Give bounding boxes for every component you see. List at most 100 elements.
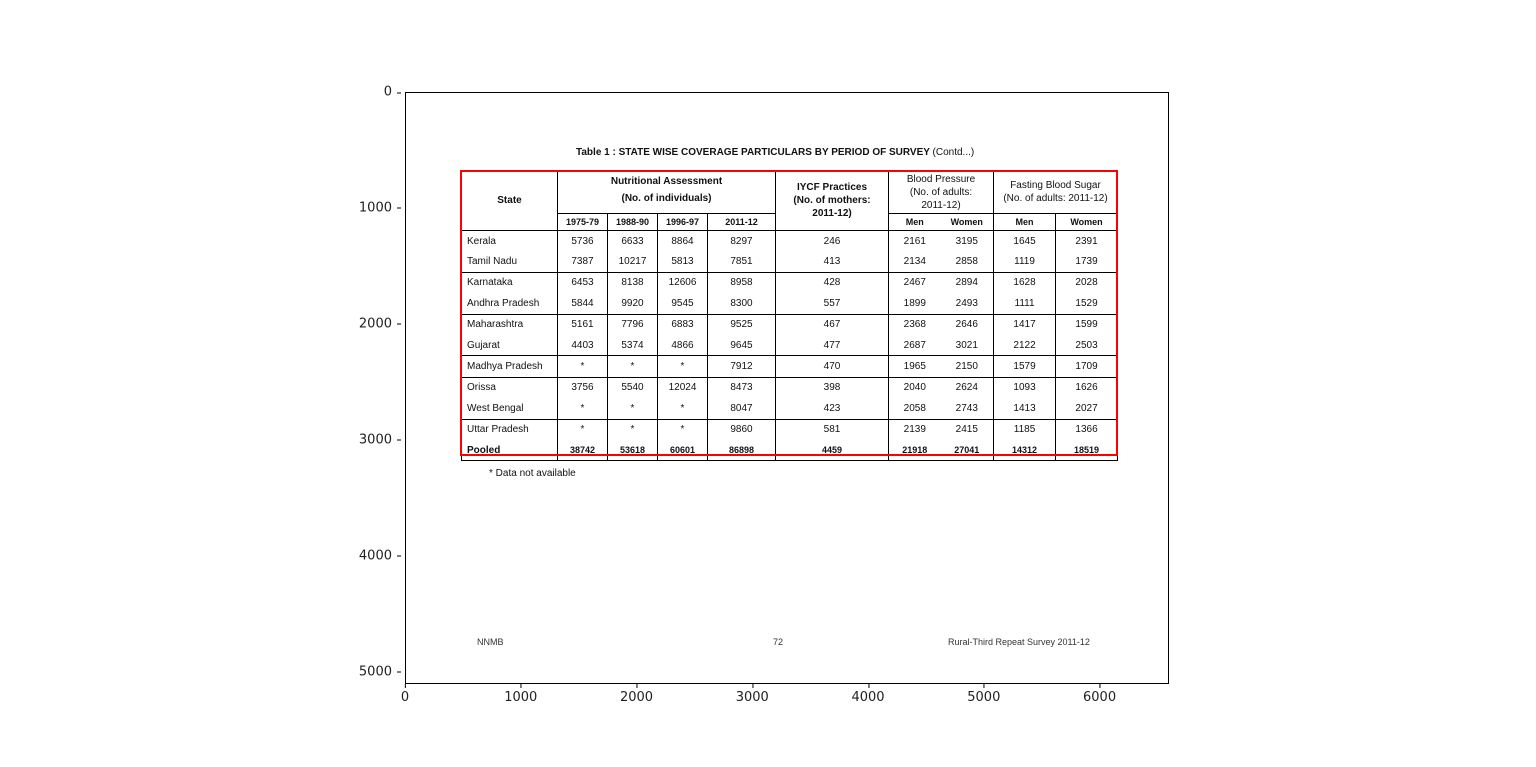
value-cell: 2687 xyxy=(888,334,941,357)
value-cell: 2134 xyxy=(888,251,941,273)
value-cell: 2058 xyxy=(888,398,941,420)
value-cell: 4403 xyxy=(557,334,608,357)
state-cell: Andhra Pradesh xyxy=(461,293,558,315)
value-cell: 1111 xyxy=(993,293,1057,315)
state-cell: Pooled xyxy=(461,439,558,462)
header-fbs: Fasting Blood Sugar (No. of adults: 2011… xyxy=(993,171,1119,214)
value-cell: 8958 xyxy=(706,272,777,294)
table-row: Gujarat 4403 5374 4866 9645 477 2687 3021 2122 25… xyxy=(461,334,1119,357)
value-cell: 2858 xyxy=(940,251,995,273)
table-row: Kerala 5736 6633 8864 8297 246 2161 3195 1645 239… xyxy=(461,230,1119,252)
value-cell: 2624 xyxy=(940,377,995,399)
x-tick-label: 2000 xyxy=(619,684,654,705)
state-cell: Kerala xyxy=(461,230,558,252)
value-cell: 27041 xyxy=(940,439,995,462)
value-cell: 2493 xyxy=(940,293,995,315)
value-cell: 1366 xyxy=(1055,419,1119,440)
value-cell: 9545 xyxy=(657,293,708,315)
value-cell: 5736 xyxy=(557,230,608,252)
value-cell: 6453 xyxy=(557,272,608,294)
state-cell: West Bengal xyxy=(461,398,558,420)
coverage-table: State Nutritional Assessment (No. of indi… xyxy=(461,171,1119,462)
value-cell: 14312 xyxy=(993,439,1057,462)
state-cell: Orissa xyxy=(461,377,558,399)
value-cell: * xyxy=(657,355,708,378)
value-cell: 9645 xyxy=(706,334,777,357)
value-cell: 1413 xyxy=(993,398,1057,420)
value-cell: * xyxy=(607,398,658,420)
table-title: Table 1 : STATE WISE COVERAGE PARTICULAR… xyxy=(576,147,974,158)
value-cell: * xyxy=(657,419,708,440)
value-cell: 477 xyxy=(775,334,890,357)
value-cell: 1417 xyxy=(993,314,1057,335)
header-nutritional: Nutritional Assessment (No. of individual… xyxy=(556,171,777,214)
value-cell: 2150 xyxy=(940,355,995,378)
value-cell: 8864 xyxy=(657,230,708,252)
value-cell: 2040 xyxy=(888,377,941,399)
value-cell: 3756 xyxy=(557,377,608,399)
x-tick-label: 6000 xyxy=(1083,684,1117,705)
value-cell: 1739 xyxy=(1055,251,1119,273)
value-cell: 5813 xyxy=(657,251,708,273)
state-cell: Maharashtra xyxy=(461,314,558,335)
value-cell: 21918 xyxy=(888,439,941,462)
y-tick-label: 2000 xyxy=(358,316,402,332)
value-cell: 2368 xyxy=(888,314,941,335)
value-cell: 2027 xyxy=(1055,398,1119,420)
value-cell: 7851 xyxy=(706,251,777,273)
value-cell: 413 xyxy=(775,251,890,273)
header-fbs-men: Men xyxy=(993,213,1057,231)
value-cell: 5161 xyxy=(557,314,608,335)
page-number: 72 xyxy=(773,637,784,647)
value-cell: 9920 xyxy=(607,293,658,315)
value-cell: 1093 xyxy=(993,377,1057,399)
table-row: Tamil Nadu 7387 10217 5813 7851 413 2134 2858 11… xyxy=(461,251,1119,273)
x-tick-label: 0 xyxy=(400,684,410,705)
header-state: State xyxy=(461,171,558,231)
state-cell: Uttar Pradesh xyxy=(461,419,558,440)
title-suffix: (Contd...) xyxy=(932,147,975,158)
header-bp-men: Men xyxy=(888,213,941,231)
x-tick-label: 1000 xyxy=(504,684,538,705)
value-cell: 2743 xyxy=(940,398,995,420)
value-cell: 1965 xyxy=(888,355,941,378)
value-cell: 1709 xyxy=(1055,355,1119,378)
table-row: Andhra Pradesh 5844 9920 9545 8300 557 1899 249… xyxy=(461,293,1119,315)
value-cell: 7912 xyxy=(706,355,777,378)
value-cell: 7796 xyxy=(607,314,658,335)
value-cell: 423 xyxy=(775,398,890,420)
value-cell: 3195 xyxy=(940,230,995,252)
table-row: Uttar Pradesh * * * 9860 581 2139 2415 1185 1366 xyxy=(461,419,1119,440)
value-cell: 2503 xyxy=(1055,334,1119,357)
value-cell: 86898 xyxy=(706,439,777,462)
value-cell: 5540 xyxy=(607,377,658,399)
value-cell: * xyxy=(557,355,608,378)
value-cell: 2415 xyxy=(940,419,995,440)
value-cell: 2161 xyxy=(888,230,941,252)
table-row: West Bengal * * * 8047 423 2058 2743 1413 2027 xyxy=(461,398,1119,420)
value-cell: 1628 xyxy=(993,272,1057,294)
value-cell: 1645 xyxy=(993,230,1057,252)
value-cell: 398 xyxy=(775,377,890,399)
value-cell: 12606 xyxy=(657,272,708,294)
footnote: * Data not available xyxy=(489,468,576,479)
value-cell: 10217 xyxy=(607,251,658,273)
value-cell: 1529 xyxy=(1055,293,1119,315)
x-tick-label: 3000 xyxy=(735,684,769,705)
table-row: Maharashtra 5161 7796 6883 9525 467 2368 2646 14… xyxy=(461,314,1119,335)
value-cell: 12024 xyxy=(657,377,708,399)
header-period: 1975-79 xyxy=(557,213,608,231)
value-cell: * xyxy=(607,419,658,440)
value-cell: 60601 xyxy=(657,439,708,462)
state-cell: Karnataka xyxy=(461,272,558,294)
value-cell: 2467 xyxy=(888,272,941,294)
header-bp-women: Women xyxy=(940,213,995,231)
value-cell: 2028 xyxy=(1055,272,1119,294)
value-cell: 1899 xyxy=(888,293,941,315)
y-tick-label: 0 xyxy=(383,84,402,100)
value-cell: 8300 xyxy=(706,293,777,315)
y-tick-label: 5000 xyxy=(358,664,402,679)
y-tick-label: 4000 xyxy=(358,548,402,564)
header-period: 2011-12 xyxy=(706,213,777,231)
value-cell: 2646 xyxy=(940,314,995,335)
